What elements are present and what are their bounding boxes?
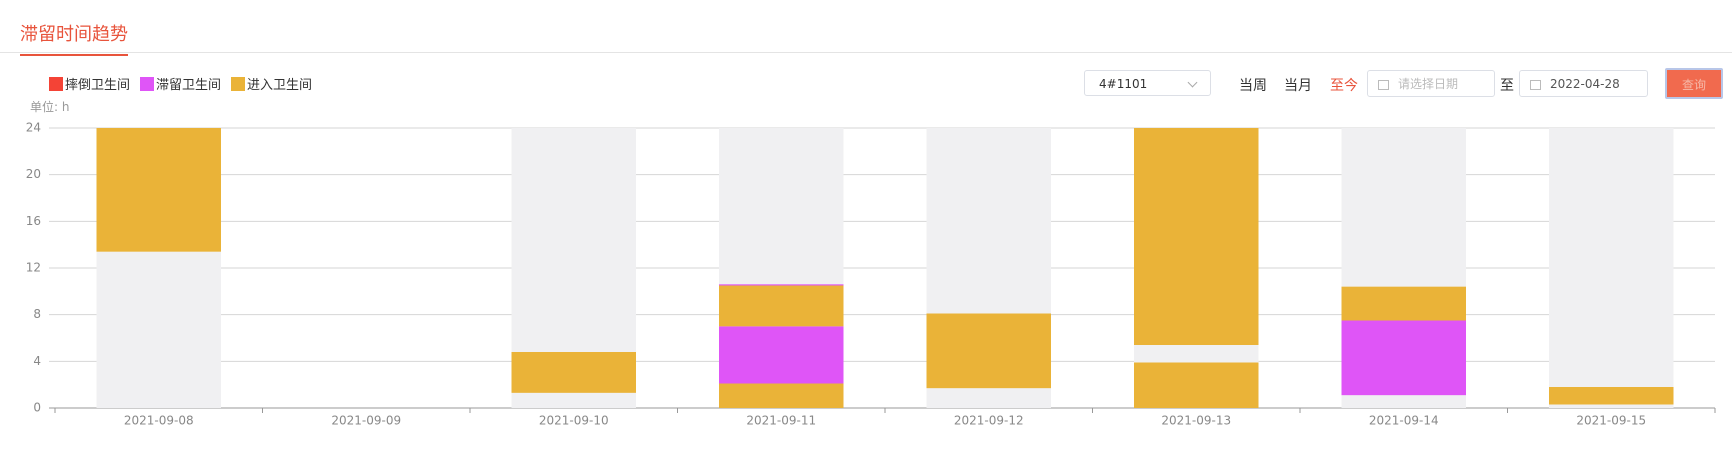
y-tick-label: 8: [33, 307, 41, 321]
legend: 摔倒卫生间 滞留卫生间 进入卫生间: [49, 74, 312, 93]
x-tick-label: 2021-09-12: [954, 414, 1024, 428]
unit-label: 单位: h: [30, 100, 70, 114]
bar-background: [1549, 128, 1674, 408]
week-button[interactable]: 当周: [1239, 78, 1267, 94]
divider: [0, 52, 1732, 53]
section-title: 滞留时间趋势: [20, 20, 128, 56]
y-tick-label: 20: [26, 167, 41, 181]
x-tick-label: 2021-09-10: [539, 414, 609, 428]
y-tick-label: 16: [26, 214, 41, 228]
x-tick-label: 2021-09-13: [1161, 414, 1231, 428]
to-label: 至: [1500, 78, 1514, 94]
range-segment: [96, 128, 221, 252]
x-tick-label: 2021-09-09: [331, 414, 401, 428]
range-segment: [719, 383, 844, 408]
range-segment: [719, 326, 844, 384]
y-tick-label: 24: [26, 121, 41, 135]
legend-label: 摔倒卫生间: [65, 78, 131, 93]
start-date-input[interactable]: 请选择日期: [1367, 70, 1495, 97]
to-now-button[interactable]: 至今: [1330, 78, 1358, 94]
y-tick-label: 4: [33, 354, 41, 368]
legend-swatch: [140, 76, 155, 91]
range-segment: [1341, 286, 1466, 321]
legend-swatch: [49, 76, 63, 91]
month-button[interactable]: 当月: [1284, 78, 1312, 94]
range-segment: [1549, 387, 1674, 405]
legend-item[interactable]: 摔倒卫生间: [49, 74, 130, 93]
range-segment: [926, 313, 1051, 389]
range-segment: [1341, 320, 1466, 396]
legend-item[interactable]: 进入卫生间: [231, 74, 312, 93]
y-tick-label: 0: [33, 401, 41, 415]
x-tick-label: 2021-09-11: [746, 414, 816, 428]
legend-item[interactable]: 滞留卫生间: [140, 74, 221, 93]
legend-label: 滞留卫生间: [156, 78, 222, 93]
range-segment: [1134, 362, 1259, 408]
legend-swatch: [231, 76, 246, 91]
x-tick-label: 2021-09-15: [1576, 414, 1646, 428]
range-segment: [511, 352, 636, 393]
end-date-input[interactable]: 2022-04-28: [1519, 70, 1648, 97]
range-segment: [719, 284, 844, 286]
x-tick-label: 2021-09-14: [1369, 414, 1439, 428]
device-select[interactable]: 4#1101: [1084, 70, 1211, 96]
range-segment: [1134, 128, 1259, 345]
y-tick-label: 12: [26, 261, 41, 275]
range-segment: [719, 285, 844, 327]
legend-label: 进入卫生间: [247, 78, 313, 93]
search-button[interactable]: 查询: [1665, 68, 1723, 99]
x-tick-label: 2021-09-08: [124, 414, 194, 428]
